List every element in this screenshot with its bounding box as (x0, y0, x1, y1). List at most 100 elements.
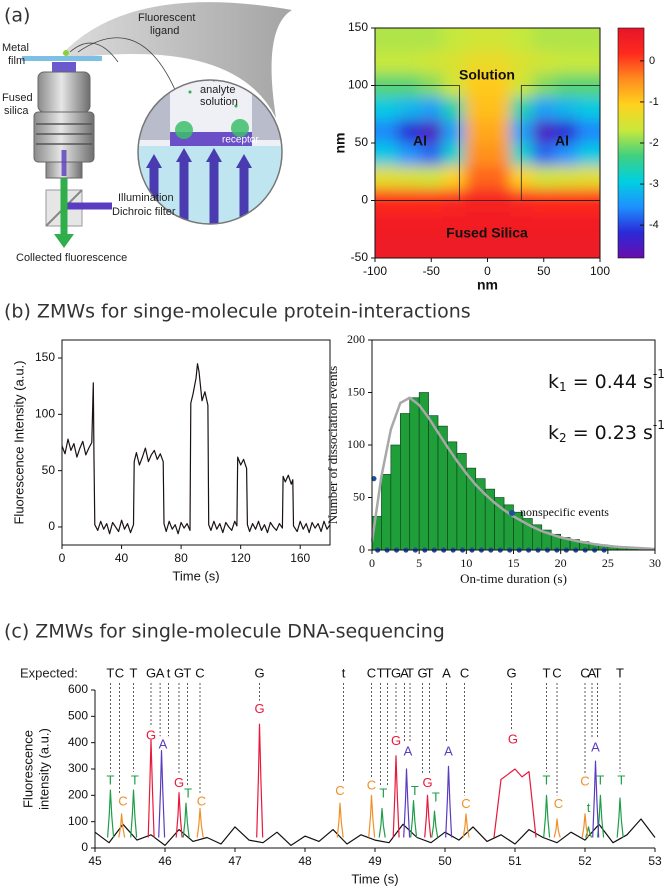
heatmap-cell (532, 235, 556, 258)
y-tick-label: 50 (42, 463, 56, 477)
heatmap-cell (555, 166, 579, 190)
x-tick-label: 53 (648, 854, 662, 868)
heatmap-cell (510, 212, 534, 236)
heatmap-cell (465, 97, 489, 121)
y-tick-label: 150 (35, 350, 55, 364)
y-axis-label: Number of dissociation events (325, 366, 340, 525)
heatmap-cell (375, 51, 399, 75)
expected-base: T (616, 665, 624, 680)
base-call: C (118, 793, 127, 808)
y-tick-label: 0 (48, 519, 55, 533)
heatmap-cell (465, 51, 489, 75)
heatmap-cell (420, 74, 444, 98)
fit-curve (370, 396, 656, 551)
heatmap-cell (510, 143, 534, 167)
heatmap-cell (442, 51, 466, 75)
heatmap-cell (577, 212, 600, 236)
objective (37, 71, 91, 113)
panel-title: (b) ZMWs for singe-molecule protein-inte… (4, 301, 471, 323)
expected-label: Expected: (20, 665, 78, 680)
heatmap-cell (510, 28, 534, 52)
base-call: T (543, 772, 551, 787)
heatmap-cell (510, 51, 534, 75)
heatmap-cell (397, 189, 421, 213)
expected-base: A (588, 665, 597, 680)
base-call: G (174, 775, 184, 790)
trace (94, 818, 656, 846)
x-tick-label: 100 (590, 264, 610, 278)
region-label: Fused Silica (446, 225, 528, 241)
y-tick-label: 50 (355, 135, 369, 149)
heatmap-cell (420, 120, 444, 144)
axes: 0 5 10 15 20 25 30 0 50 100 150 200 On-time duration… (325, 332, 661, 586)
heatmap-cell (510, 166, 534, 190)
molecule (231, 119, 249, 137)
heatmap-field (375, 28, 600, 258)
rate-constant: k1 = 0.44 s-1 (548, 367, 665, 394)
heatmap-cell (465, 143, 489, 167)
histogram-bar (390, 444, 401, 551)
expected-base: G (146, 665, 156, 680)
rate-constant: k2 = 0.23 s-1 (548, 418, 665, 445)
base-call: C (367, 778, 376, 793)
heatmap-cell (442, 235, 466, 258)
heatmap-cell (420, 212, 444, 236)
scatter-point (371, 476, 377, 482)
colorbar-tick-label: -4 (649, 219, 659, 231)
zoom-circle (137, 79, 283, 225)
heatmap-cell (442, 212, 466, 236)
diagram-label: solution (200, 96, 238, 108)
schematic: Metal film Fused silica Fluorescent liga… (2, 2, 292, 264)
base-call: T (617, 772, 625, 787)
x-tick-label: 10 (460, 556, 472, 570)
heatmap-cell (555, 120, 579, 144)
ligand-dot (234, 104, 238, 108)
expected-base: T (183, 665, 191, 680)
x-tick-label: 49 (368, 854, 382, 868)
heatmap-cell (375, 97, 399, 121)
objective-tip (52, 62, 76, 72)
heatmap-cell (487, 235, 511, 258)
heatmap-cells (375, 28, 600, 258)
superscript: -1 (653, 367, 665, 381)
subscript: 2 (559, 431, 567, 445)
heatmap-cell (532, 212, 556, 236)
heatmap-cell (487, 97, 511, 121)
expected-base: T (543, 665, 551, 680)
y-tick-label: 600 (68, 682, 88, 696)
diagram-label: film (8, 55, 25, 67)
x-axis-label: nm (477, 277, 498, 293)
symbol: k (548, 371, 559, 393)
region-label: Al (555, 133, 569, 149)
superscript: -1 (653, 418, 665, 432)
heatmap-cell (487, 28, 511, 52)
expected-base: T (130, 665, 138, 680)
diagram-label: Metal (2, 42, 29, 54)
molecule (175, 121, 193, 139)
histogram-bar (381, 474, 392, 551)
heatmap-cell (442, 166, 466, 190)
y-tick-label: 200 (68, 788, 88, 802)
expected-base: C (460, 665, 469, 680)
heatmap-cell (397, 74, 421, 98)
heatmap-cell (442, 97, 466, 121)
heatmap-cell (375, 166, 399, 190)
diagram-label: Illumination (118, 192, 174, 204)
heatmap-cell (532, 51, 556, 75)
heatmap-cell (487, 120, 511, 144)
heatmap-cell (510, 97, 534, 121)
y-axis-label: nm (332, 133, 348, 154)
heatmap-cell (397, 143, 421, 167)
x-tick-label: 25 (602, 556, 614, 570)
x-tick-label: 20 (555, 556, 567, 570)
heatmap-cell (555, 28, 579, 52)
heatmap-cell (420, 166, 444, 190)
y-tick-label: 150 (348, 20, 368, 34)
x-tick-label: 47 (228, 854, 242, 868)
heatmap-cell (442, 28, 466, 52)
trace (158, 750, 600, 838)
heatmap-cell (555, 235, 579, 258)
expected-base: C (552, 665, 561, 680)
y-tick-label: 400 (68, 735, 88, 749)
